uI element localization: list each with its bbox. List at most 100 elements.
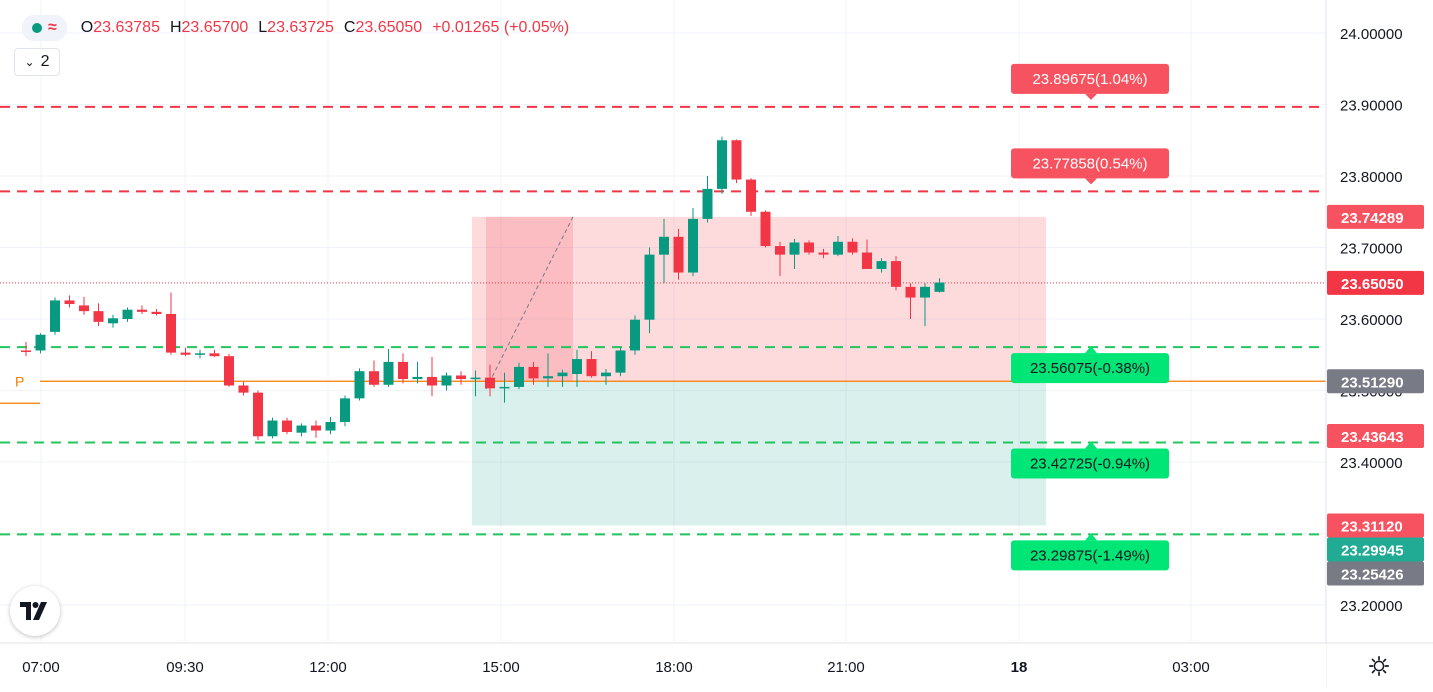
candle[interactable] [325,416,336,435]
candle[interactable] [398,353,408,384]
indicator-collapse-button[interactable]: ⌄ 2 [14,48,60,76]
candle[interactable] [543,353,553,387]
candle[interactable] [282,417,292,435]
candle[interactable] [934,278,945,293]
candle[interactable] [151,308,162,316]
candle[interactable] [340,395,350,427]
candle[interactable] [209,349,220,357]
candle-body [253,392,263,437]
candle[interactable] [601,369,611,385]
candle-body [528,366,539,379]
candle[interactable] [499,372,510,403]
settings-gear-icon[interactable] [1366,653,1392,679]
price-axis-badge[interactable]: 23.25426 [1327,561,1424,586]
change-value: +0.01265 [432,19,500,36]
price-axis-badge[interactable]: 23.74289 [1327,204,1424,229]
candle[interactable] [456,371,466,385]
candle[interactable] [224,354,234,387]
candle[interactable] [354,368,365,401]
candle[interactable] [876,258,887,273]
candle[interactable] [717,136,727,194]
candle[interactable] [644,247,655,334]
candle[interactable] [93,303,104,327]
candle-body [195,353,205,355]
candle[interactable] [296,423,307,437]
candle[interactable] [775,241,785,277]
candle[interactable] [833,236,843,257]
candle[interactable] [702,176,713,223]
candle[interactable] [528,361,539,385]
candle[interactable] [137,305,147,314]
price-axis-badge[interactable]: 23.65050 [1327,270,1424,295]
candle[interactable] [688,208,698,277]
candle[interactable] [485,364,495,397]
pivot-label: P [15,373,24,389]
candle-body [412,376,423,380]
candle[interactable] [760,210,771,248]
badge-box [1327,513,1424,538]
candle-body [296,425,307,433]
candle[interactable] [427,356,437,397]
candle-body [398,361,408,380]
price-label-stop-3[interactable]: 23.29875(-1.49%) [1011,533,1169,571]
loss-zone[interactable] [472,381,1046,526]
tradingview-logo[interactable] [10,586,60,636]
candle[interactable] [891,256,901,291]
candle[interactable] [79,296,89,315]
candle[interactable] [470,370,481,397]
price-axis-badge[interactable]: 23.43643 [1327,423,1424,448]
candle[interactable] [253,390,263,440]
time-tick-label: 21:00 [827,659,865,676]
price-axis-badge[interactable]: 23.29945 [1327,537,1424,562]
label-box [1011,148,1169,179]
candle[interactable] [311,420,321,438]
candle[interactable] [586,351,597,378]
candle[interactable] [804,240,814,255]
candle-body [224,356,234,386]
price-label-target-2[interactable]: 23.89675(1.04%) [1011,63,1169,100]
candle[interactable] [21,341,31,357]
candle[interactable] [50,297,60,335]
candle[interactable] [64,295,75,308]
candle[interactable] [180,347,191,357]
candle[interactable] [673,228,684,280]
candle[interactable] [630,315,640,355]
candle[interactable] [789,238,800,269]
candle-body [441,375,452,386]
candle[interactable] [572,349,582,387]
candle[interactable] [441,372,452,391]
indicator-status-pill[interactable]: ≈ [22,15,67,41]
candle[interactable] [847,238,858,255]
candle[interactable] [818,248,829,259]
label-box [1011,540,1169,571]
candle[interactable] [238,381,249,396]
price-axis-badge[interactable]: 23.31120 [1327,513,1424,538]
time-axis[interactable] [0,643,1326,687]
candle[interactable] [108,314,118,328]
candle[interactable] [905,283,916,319]
candle[interactable] [659,218,669,284]
price-label-target-1[interactable]: 23.77858(0.54%) [1011,148,1169,185]
candle[interactable] [731,139,742,184]
candle[interactable] [862,239,872,269]
candle[interactable] [383,349,394,387]
candle[interactable] [35,333,46,354]
candle[interactable] [514,362,524,390]
candle[interactable] [195,349,205,359]
candle[interactable] [920,283,930,327]
candle[interactable] [412,361,423,384]
candle[interactable] [122,307,133,322]
candle[interactable] [557,369,568,387]
candle[interactable] [615,347,626,377]
close-value: 23.65050 [355,19,423,36]
candle[interactable] [369,360,379,387]
price-label-stop-2[interactable]: 23.42725(-0.94%) [1011,441,1169,479]
candle[interactable] [166,292,176,355]
price-axis-badge[interactable]: 23.51290 [1327,369,1424,394]
profit-zone[interactable] [472,216,1046,382]
candle[interactable] [746,178,756,217]
candle[interactable] [267,417,278,439]
price-label-stop-1[interactable]: 23.56075(-0.38%) [1011,346,1169,384]
